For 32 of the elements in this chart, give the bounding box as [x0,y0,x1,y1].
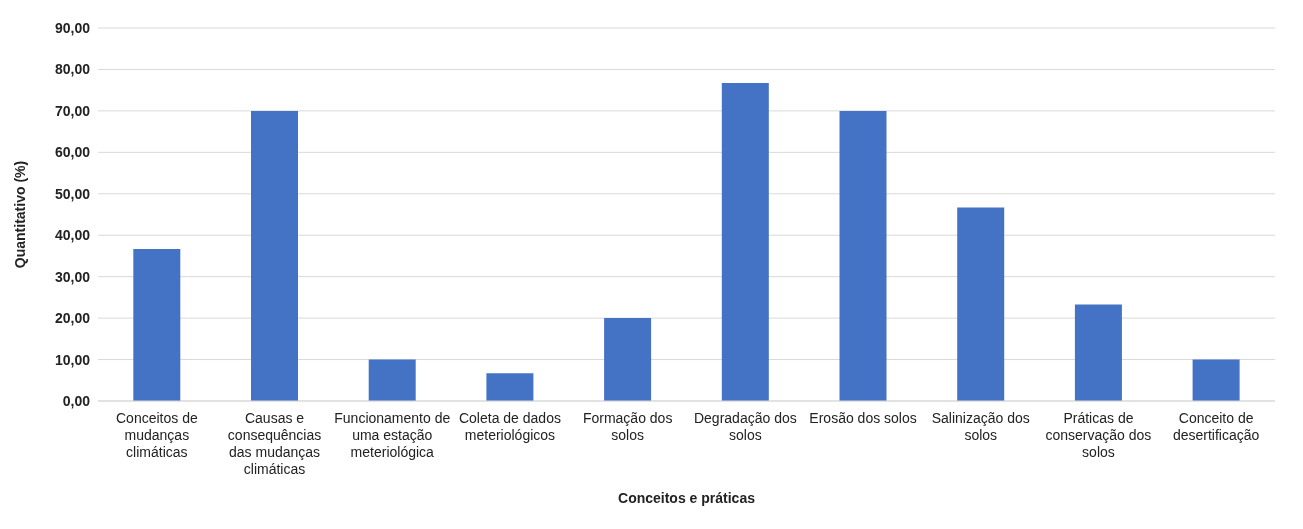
y-tick-label: 50,00 [54,185,91,202]
y-tick-label: 90,00 [54,19,91,36]
y-tick-label: 60,00 [54,144,91,161]
bar [839,110,887,401]
x-tick-label: Degradação dos solos [693,410,797,443]
bar [957,207,1005,401]
x-tick-label: Práticas de conservação dos solos [1045,410,1152,460]
bar [604,318,652,401]
bar [251,110,299,401]
bar [368,359,416,401]
x-tick-label: Coleta de dados meteriológicos [458,410,561,443]
bar [486,373,534,401]
y-axis-title: Quantitativo (%) [11,160,28,269]
y-tick-label: 20,00 [54,310,91,327]
y-tick-label: 80,00 [54,61,91,78]
x-axis-title: Conceitos e práticas [618,490,756,506]
bar [1074,304,1122,401]
y-tick-label: 70,00 [54,102,91,119]
y-tick-label: 10,00 [54,351,91,368]
x-tick-label: Conceito de desertificação [1172,410,1260,443]
x-tick-label: Conceitos de mudanças climáticas [115,410,198,460]
x-tick-label: Formação dos solos [582,410,673,443]
x-tick-label: Erosão dos solos [809,410,917,426]
bar [1192,359,1240,401]
x-tick-label: Causas e consequências das mudanças climáticas [227,410,322,477]
x-tick-label: Funcionamento de uma estação meteriológica [334,410,451,460]
y-tick-label: 40,00 [54,227,91,244]
bar [133,248,181,401]
y-tick-label: 0,00 [62,392,91,409]
bar [721,83,769,401]
x-tick-label: Salinização dos solos [931,410,1030,443]
y-tick-label: 30,00 [54,268,91,285]
